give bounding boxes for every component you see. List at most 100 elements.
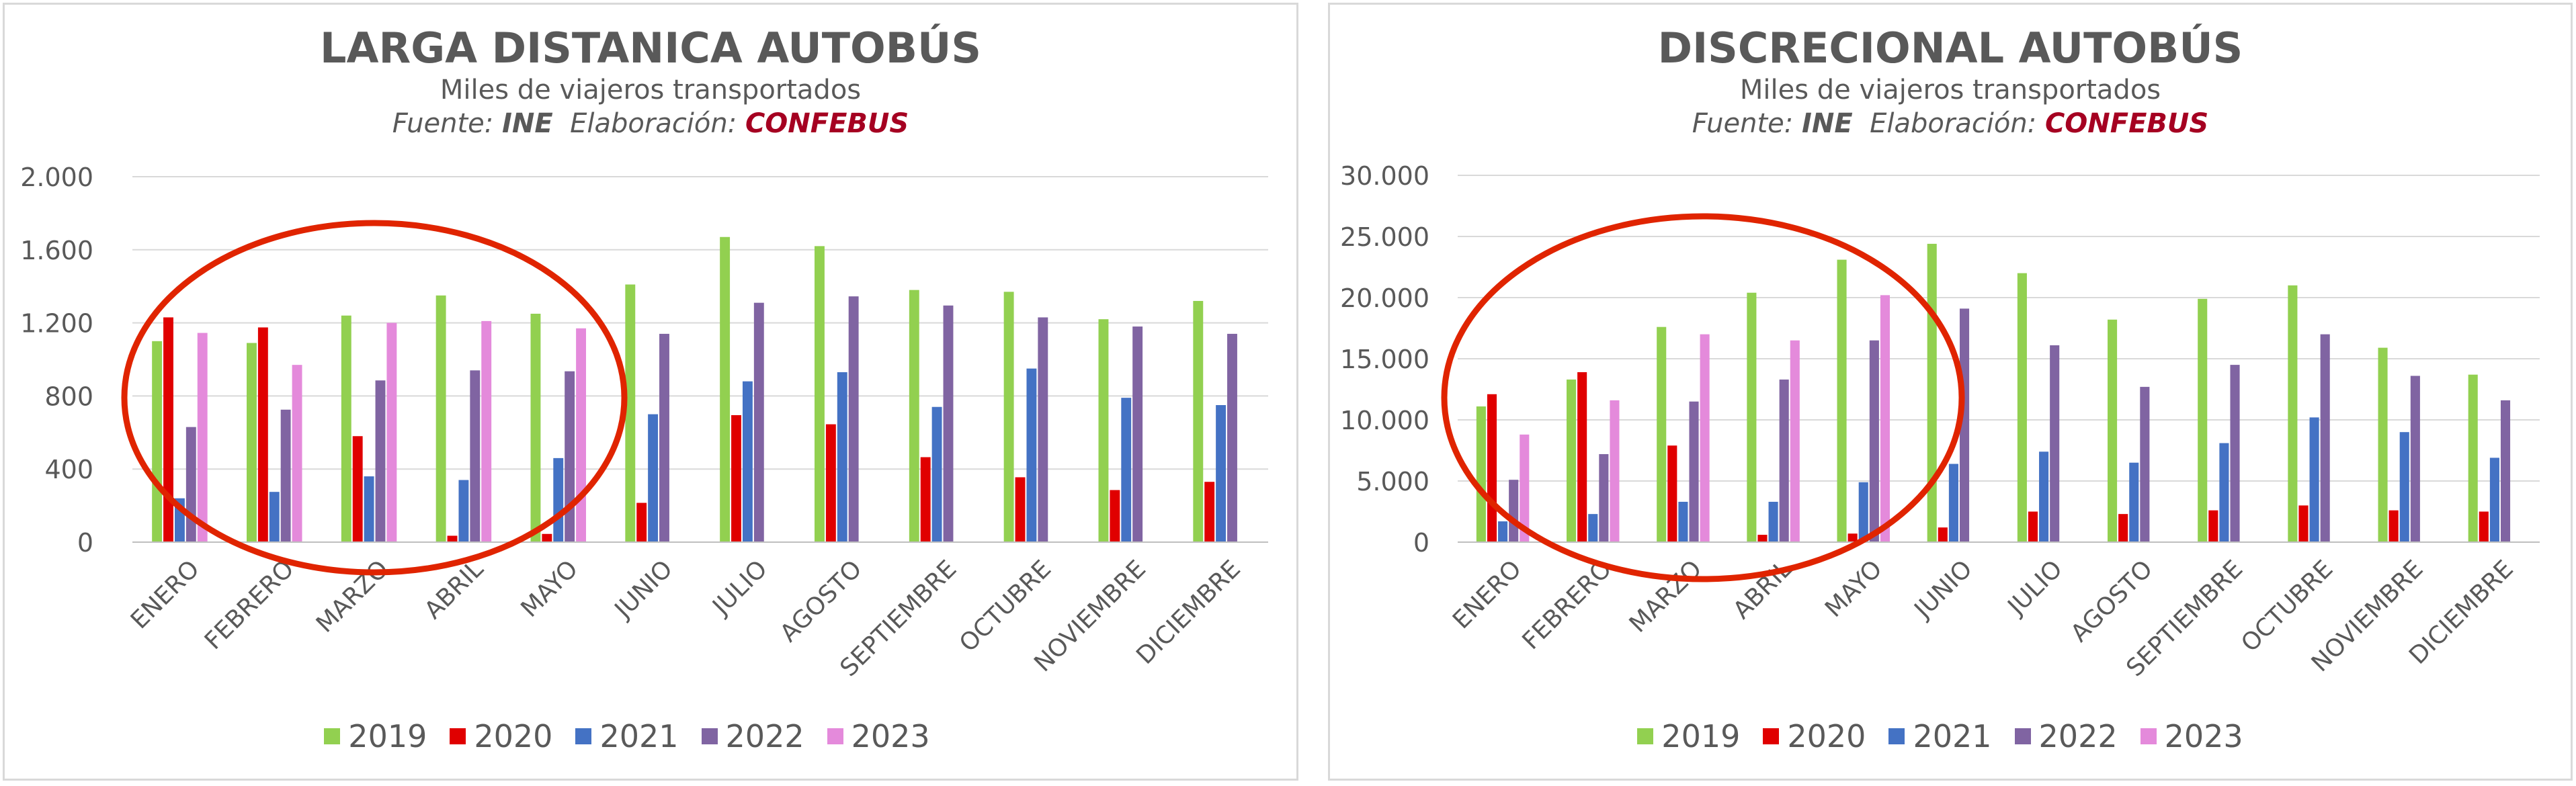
legend-swatch <box>450 728 466 744</box>
bar-2022-junio <box>1959 308 1970 542</box>
bar-2020-septiembre <box>2208 510 2218 542</box>
bar-2019-diciembre <box>2468 374 2478 542</box>
bar-2020-marzo <box>1667 445 1677 542</box>
chart-source: Fuente: INE Elaboración: CONFEBUS <box>1330 108 2571 139</box>
bar-2021-diciembre <box>2489 457 2499 542</box>
bar-2023-marzo <box>1700 334 1710 542</box>
highlight-ellipse <box>121 220 628 576</box>
bar-2019-mayo <box>1837 259 1847 542</box>
bar-2019-marzo <box>1657 326 1667 542</box>
elaboracion-name: CONFEBUS <box>745 108 909 139</box>
x-tick-label: JULIO <box>706 555 772 621</box>
legend-label: 2021 <box>599 718 679 754</box>
bar-2019-septiembre <box>2198 298 2208 542</box>
bar-2019-julio <box>720 236 731 542</box>
bar-2020-julio <box>2028 511 2038 542</box>
bar-2023-febrero <box>292 365 302 542</box>
y-tick-label: 25.000 <box>1340 222 1429 252</box>
bar-2020-diciembre <box>1204 482 1215 542</box>
bar-2019-enero <box>1476 406 1486 542</box>
legend-label: 2019 <box>1661 718 1741 754</box>
source-prefix: Fuente: <box>392 108 494 139</box>
bar-2019-octubre <box>1003 292 1014 542</box>
bar-2023-abril <box>481 320 492 542</box>
x-tick-label: ENERO <box>1448 555 1527 634</box>
elaboracion-name: CONFEBUS <box>2044 108 2209 139</box>
legend-item-2023: 2023 <box>827 718 930 754</box>
bar-2021-octubre <box>1026 368 1037 542</box>
legend-item-2023: 2023 <box>2140 718 2243 754</box>
bar-2021-abril <box>458 480 469 542</box>
bar-chart-plot: 0 5.000 10.000 15.000 20.000 25.000 30.000 ENER… <box>1340 161 2540 682</box>
bar-2019-febrero <box>247 343 257 542</box>
y-tick-label: 15.000 <box>1340 345 1429 374</box>
x-tick-label: JULIO <box>2002 555 2068 621</box>
bar-2019-julio <box>2017 273 2027 542</box>
bar-2019-septiembre <box>909 290 919 542</box>
bar-2019-diciembre <box>1193 300 1204 542</box>
bar-2021-septiembre <box>931 406 942 542</box>
bar-2020-junio <box>636 503 647 542</box>
bar-2021-agosto <box>2129 462 2139 542</box>
x-tick-label: ENERO <box>126 555 205 634</box>
bar-2020-febrero <box>1577 372 1587 542</box>
legend-item-2021: 2021 <box>575 718 679 754</box>
bar-2022-marzo <box>1689 401 1699 542</box>
bar-2022-agosto <box>848 296 859 542</box>
source-prefix: Fuente: <box>1692 108 1794 139</box>
bar-2021-marzo <box>1678 501 1688 542</box>
bar-2022-mayo <box>565 371 575 542</box>
legend-item-2022: 2022 <box>701 718 804 754</box>
bar-2019-marzo <box>341 315 351 542</box>
bar-2021-julio <box>2039 451 2049 542</box>
y-tick-label: 400 <box>44 455 93 484</box>
legend-item-2020: 2020 <box>450 718 552 754</box>
y-tick-label: 10.000 <box>1340 406 1429 435</box>
y-tick-label: 1.600 <box>20 236 93 265</box>
bar-2019-octubre <box>2288 285 2298 542</box>
bar-2022-noviembre <box>2410 376 2420 542</box>
bar-2021-noviembre <box>1121 398 1132 542</box>
legend-label: 2020 <box>1787 718 1866 754</box>
bar-2021-febrero <box>269 492 280 542</box>
legend-swatch <box>1637 728 1654 744</box>
bar-2020-septiembre <box>920 457 931 542</box>
y-tick-label: 800 <box>44 382 93 411</box>
bar-2020-abril <box>1757 535 1768 542</box>
legend-item-2019: 2019 <box>1637 718 1740 754</box>
bar-2022-julio <box>753 302 764 542</box>
bar-2019-mayo <box>530 314 541 542</box>
chart-title: LARGA DISTANICA AUTOBÚS <box>319 24 982 73</box>
bar-2019-abril <box>1747 292 1757 542</box>
x-tick-label: JUNIO <box>609 555 678 624</box>
bar-2021-marzo <box>364 476 374 542</box>
y-tick-label: 5.000 <box>1356 467 1429 496</box>
bar-2020-enero <box>163 317 173 542</box>
bar-2022-mayo <box>1869 340 1879 542</box>
y-tick-label: 30.000 <box>1340 161 1429 191</box>
bar-2019-noviembre <box>2378 347 2388 542</box>
bar-2022-agosto <box>2140 386 2150 542</box>
chart-panel-discrecional: DISCRECIONAL AUTOBÚS Miles de viajeros t… <box>1328 3 2573 781</box>
x-tick-label: JUNIO <box>1909 555 1978 624</box>
bar-2023-enero <box>197 333 208 542</box>
legend-swatch <box>701 728 718 744</box>
elaboracion-prefix: Elaboración: <box>570 108 737 139</box>
bar-2020-noviembre <box>1110 490 1120 542</box>
bar-2019-junio <box>625 284 636 542</box>
y-tick-label: 2.000 <box>20 163 93 192</box>
bar-2022-abril <box>470 370 481 542</box>
highlight-ellipse <box>1441 213 1965 582</box>
bar-2020-junio <box>1938 527 1948 542</box>
x-tick-label: FEBRERO <box>1517 555 1617 655</box>
bar-2022-noviembre <box>1132 326 1143 542</box>
bar-2023-mayo <box>576 328 586 542</box>
source-name: INE <box>501 108 553 139</box>
bar-2023-febrero <box>1610 400 1620 542</box>
bar-2022-abril <box>1779 379 1789 542</box>
legend-label: 2021 <box>1913 718 1992 754</box>
bar-2020-mayo <box>542 533 552 542</box>
bar-2020-octubre <box>1015 477 1026 542</box>
bar-2021-junio <box>648 414 659 542</box>
